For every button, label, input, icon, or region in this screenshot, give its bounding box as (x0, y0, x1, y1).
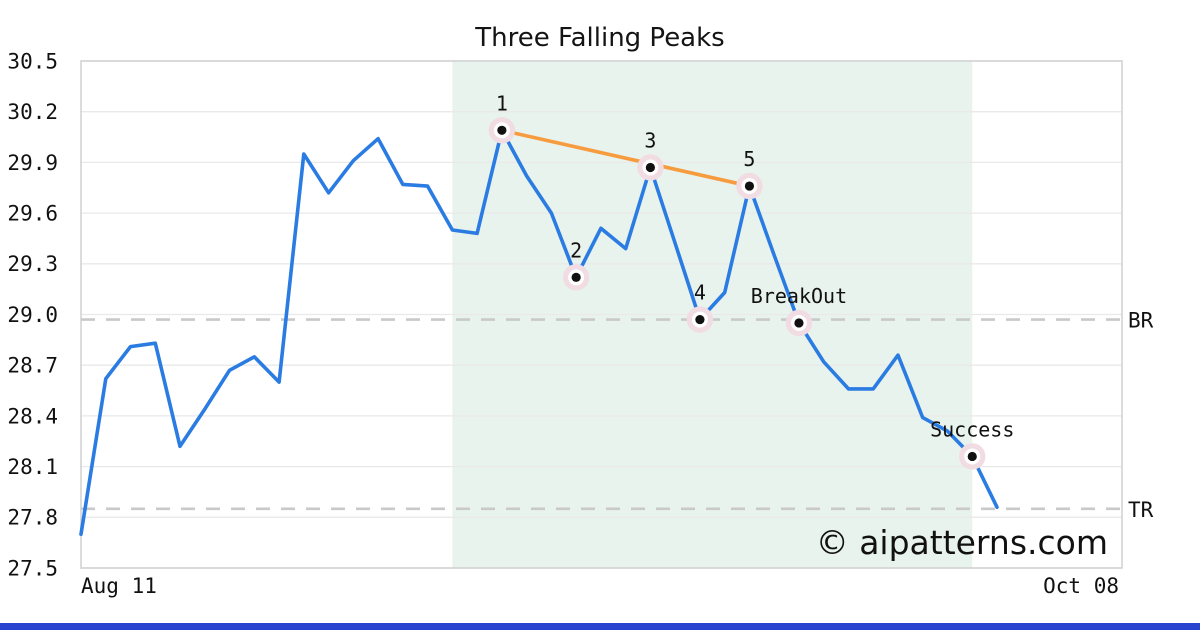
y-tick-label: 27.8 (7, 506, 58, 530)
pattern-point-marker (571, 272, 581, 282)
y-tick-label: 29.6 (7, 201, 58, 225)
pattern-point-marker (695, 314, 705, 325)
pattern-point-marker (497, 125, 507, 135)
y-tick-label: 29.0 (7, 303, 58, 327)
y-tick-label: 29.3 (7, 252, 58, 276)
pattern-point-label: BreakOut (751, 284, 847, 308)
y-tick-label: 28.7 (7, 354, 58, 378)
pattern-point-marker (794, 318, 804, 328)
price-line (79, 128, 999, 537)
pattern-point-label: 3 (644, 128, 656, 152)
y-tick-label: 30.5 (7, 49, 58, 73)
y-tick-label: 27.5 (7, 556, 58, 580)
plot-border (80, 60, 1123, 569)
x-axis-end-label: Oct 08 (1043, 574, 1119, 598)
pattern-point-marker (645, 162, 656, 173)
y-tick-label: 28.1 (7, 455, 58, 479)
pattern-point-label: 2 (570, 238, 582, 262)
pattern-point-marker (967, 451, 977, 462)
y-tick-label: 29.9 (7, 151, 58, 175)
pattern-point-label: 1 (496, 91, 508, 115)
pattern-point-label: 5 (743, 147, 755, 171)
breakout-level-label: BR (1128, 309, 1154, 333)
chart-title: Three Falling Peaks (474, 23, 724, 53)
pattern-point-label: Success (930, 417, 1014, 441)
target-level-label: TR (1128, 498, 1154, 522)
y-tick-label: 28.4 (7, 404, 58, 428)
watermark: © aipatterns.com (816, 523, 1108, 562)
y-tick-label: 30.2 (7, 100, 58, 124)
brand-bar (0, 623, 1200, 630)
x-axis-start-label: Aug 11 (81, 574, 157, 598)
peaks-trendline (500, 128, 752, 188)
pattern-point-marker (744, 181, 755, 191)
pattern-point-label: 4 (694, 281, 706, 305)
